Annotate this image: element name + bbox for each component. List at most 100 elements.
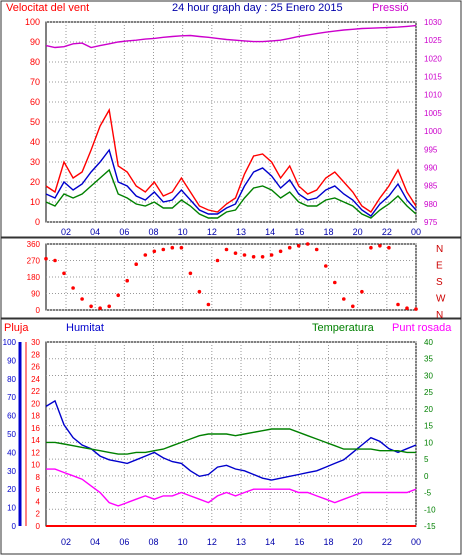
panel1-x-tick-label: 04 <box>90 227 100 237</box>
panel1-x-tick-label: 14 <box>265 227 275 237</box>
direction-point <box>305 242 310 246</box>
panel1-x-tick-label: 13 <box>236 227 246 237</box>
direction-point <box>405 306 409 311</box>
humidity-y-tick-label: 0 <box>12 522 17 531</box>
direction-point <box>233 251 238 255</box>
direction-point <box>116 293 120 298</box>
temperature-y-tick-label: 25 <box>424 388 433 397</box>
series-line <box>46 428 416 455</box>
panel3-x-tick-label: 00 <box>411 537 421 547</box>
wind-y-tick-label: 70 <box>30 77 40 87</box>
panel3-x-tick-label: 06 <box>119 537 129 547</box>
direction-point <box>414 307 418 311</box>
chart-marks-group: 0102030405060708090100975980985990995100… <box>3 17 446 547</box>
legend-humidity: Humitat <box>66 322 104 334</box>
pressure-y-tick-label: 975 <box>424 218 438 227</box>
panel1-x-tick-label: 08 <box>148 227 158 237</box>
direction-point <box>215 258 220 263</box>
wind-y-tick-label: 30 <box>30 157 40 167</box>
series-line <box>45 148 417 217</box>
rain-y-tick-label: 18 <box>31 412 40 421</box>
panel1-x-tick-label: 02 <box>61 227 71 237</box>
pressure-y-tick-label: 985 <box>424 182 438 191</box>
wind-y-tick-label: 20 <box>30 177 40 187</box>
direction-point <box>161 247 166 252</box>
direction-point <box>125 278 129 283</box>
humidity-y-tick-label: 20 <box>7 485 16 494</box>
direction-point <box>324 264 328 268</box>
rain-y-tick-label: 30 <box>31 338 40 347</box>
humidity-y-tick-label: 40 <box>7 448 16 457</box>
temperature-y-tick-label: 35 <box>424 355 433 364</box>
panel3-x-tick-label: 13 <box>236 537 246 547</box>
pressure-y-tick-label: 990 <box>424 163 438 172</box>
humidity-y-tick-label: 90 <box>7 356 16 365</box>
wind-y-tick-label: 50 <box>30 117 40 127</box>
direction-point <box>62 271 66 276</box>
pressure-y-tick-label: 980 <box>424 200 438 209</box>
wind-y-tick-label: 10 <box>30 197 40 207</box>
direction-point <box>342 297 346 301</box>
wind-title: Velocitat del vent <box>6 2 89 14</box>
rain-y-tick-label: 28 <box>31 350 40 359</box>
direction-point <box>278 249 283 254</box>
direction-point <box>287 245 292 250</box>
compass-label: S <box>436 277 443 288</box>
direction-point <box>170 245 175 250</box>
series-line <box>45 107 417 213</box>
panel1-x-tick-label: 16 <box>294 227 304 237</box>
wind-y-tick-label: 90 <box>30 37 40 47</box>
rain-y-tick-label: 4 <box>36 497 41 506</box>
humidity-y-tick-label: 10 <box>7 504 16 513</box>
panel3-x-tick-label: 02 <box>61 537 71 547</box>
panel3-x-tick-label: 12 <box>207 537 217 547</box>
rain-y-tick-label: 6 <box>36 485 41 494</box>
compass-label: W <box>436 294 446 305</box>
rain-y-tick-label: 10 <box>31 461 40 470</box>
wind-y-tick-label: 80 <box>30 57 40 67</box>
pressure-y-tick-label: 1020 <box>424 54 442 63</box>
temperature-y-tick-label: 0 <box>424 472 429 481</box>
legend-dewpoint: Punt rosada <box>392 322 452 334</box>
legend-temperature: Temperatura <box>312 322 375 334</box>
direction-point <box>314 247 319 252</box>
panel1-x-tick-label: 18 <box>323 227 333 237</box>
humidity-y-tick-label: 100 <box>3 338 17 347</box>
pressure-y-tick-label: 1005 <box>424 109 442 118</box>
rain-y-tick-label: 12 <box>31 448 40 457</box>
direction-point <box>296 244 301 248</box>
panel1-x-tick-label: 10 <box>178 227 188 237</box>
direction-point <box>71 286 75 290</box>
direction-point <box>251 254 256 259</box>
temperature-y-tick-label: -15 <box>424 522 436 531</box>
series-line <box>45 24 417 49</box>
panel3-x-tick-label: 18 <box>323 537 333 547</box>
chart-title: 24 hour graph day : 25 Enero 2015 <box>172 2 343 14</box>
panel1-frame <box>0 0 462 238</box>
direction-point <box>333 280 337 285</box>
rain-y-tick-label: 16 <box>31 424 40 433</box>
temperature-y-tick-label: 15 <box>424 422 433 431</box>
direction-point <box>206 302 211 307</box>
direction-point <box>351 304 355 309</box>
humidity-y-tick-label: 70 <box>7 393 16 402</box>
humidity-y-tick-label: 80 <box>7 375 16 384</box>
panel3-x-tick-label: 20 <box>353 537 363 547</box>
panel1-x-tick-label: 12 <box>207 227 217 237</box>
rain-y-tick-label: 24 <box>31 375 40 384</box>
series-line <box>45 168 417 219</box>
direction-point <box>44 256 48 261</box>
pressure-y-tick-label: 1025 <box>424 36 442 45</box>
panel3-x-tick-label: 16 <box>294 537 304 547</box>
direction-point <box>107 304 111 309</box>
wind-y-tick-label: 0 <box>35 217 40 227</box>
direction-point <box>53 258 57 263</box>
panel3-frame <box>0 318 462 555</box>
direction-point <box>242 253 247 257</box>
direction-point <box>224 247 229 252</box>
panel1-x-tick-label: 22 <box>382 227 392 237</box>
panel1-x-tick-label: 06 <box>119 227 129 237</box>
